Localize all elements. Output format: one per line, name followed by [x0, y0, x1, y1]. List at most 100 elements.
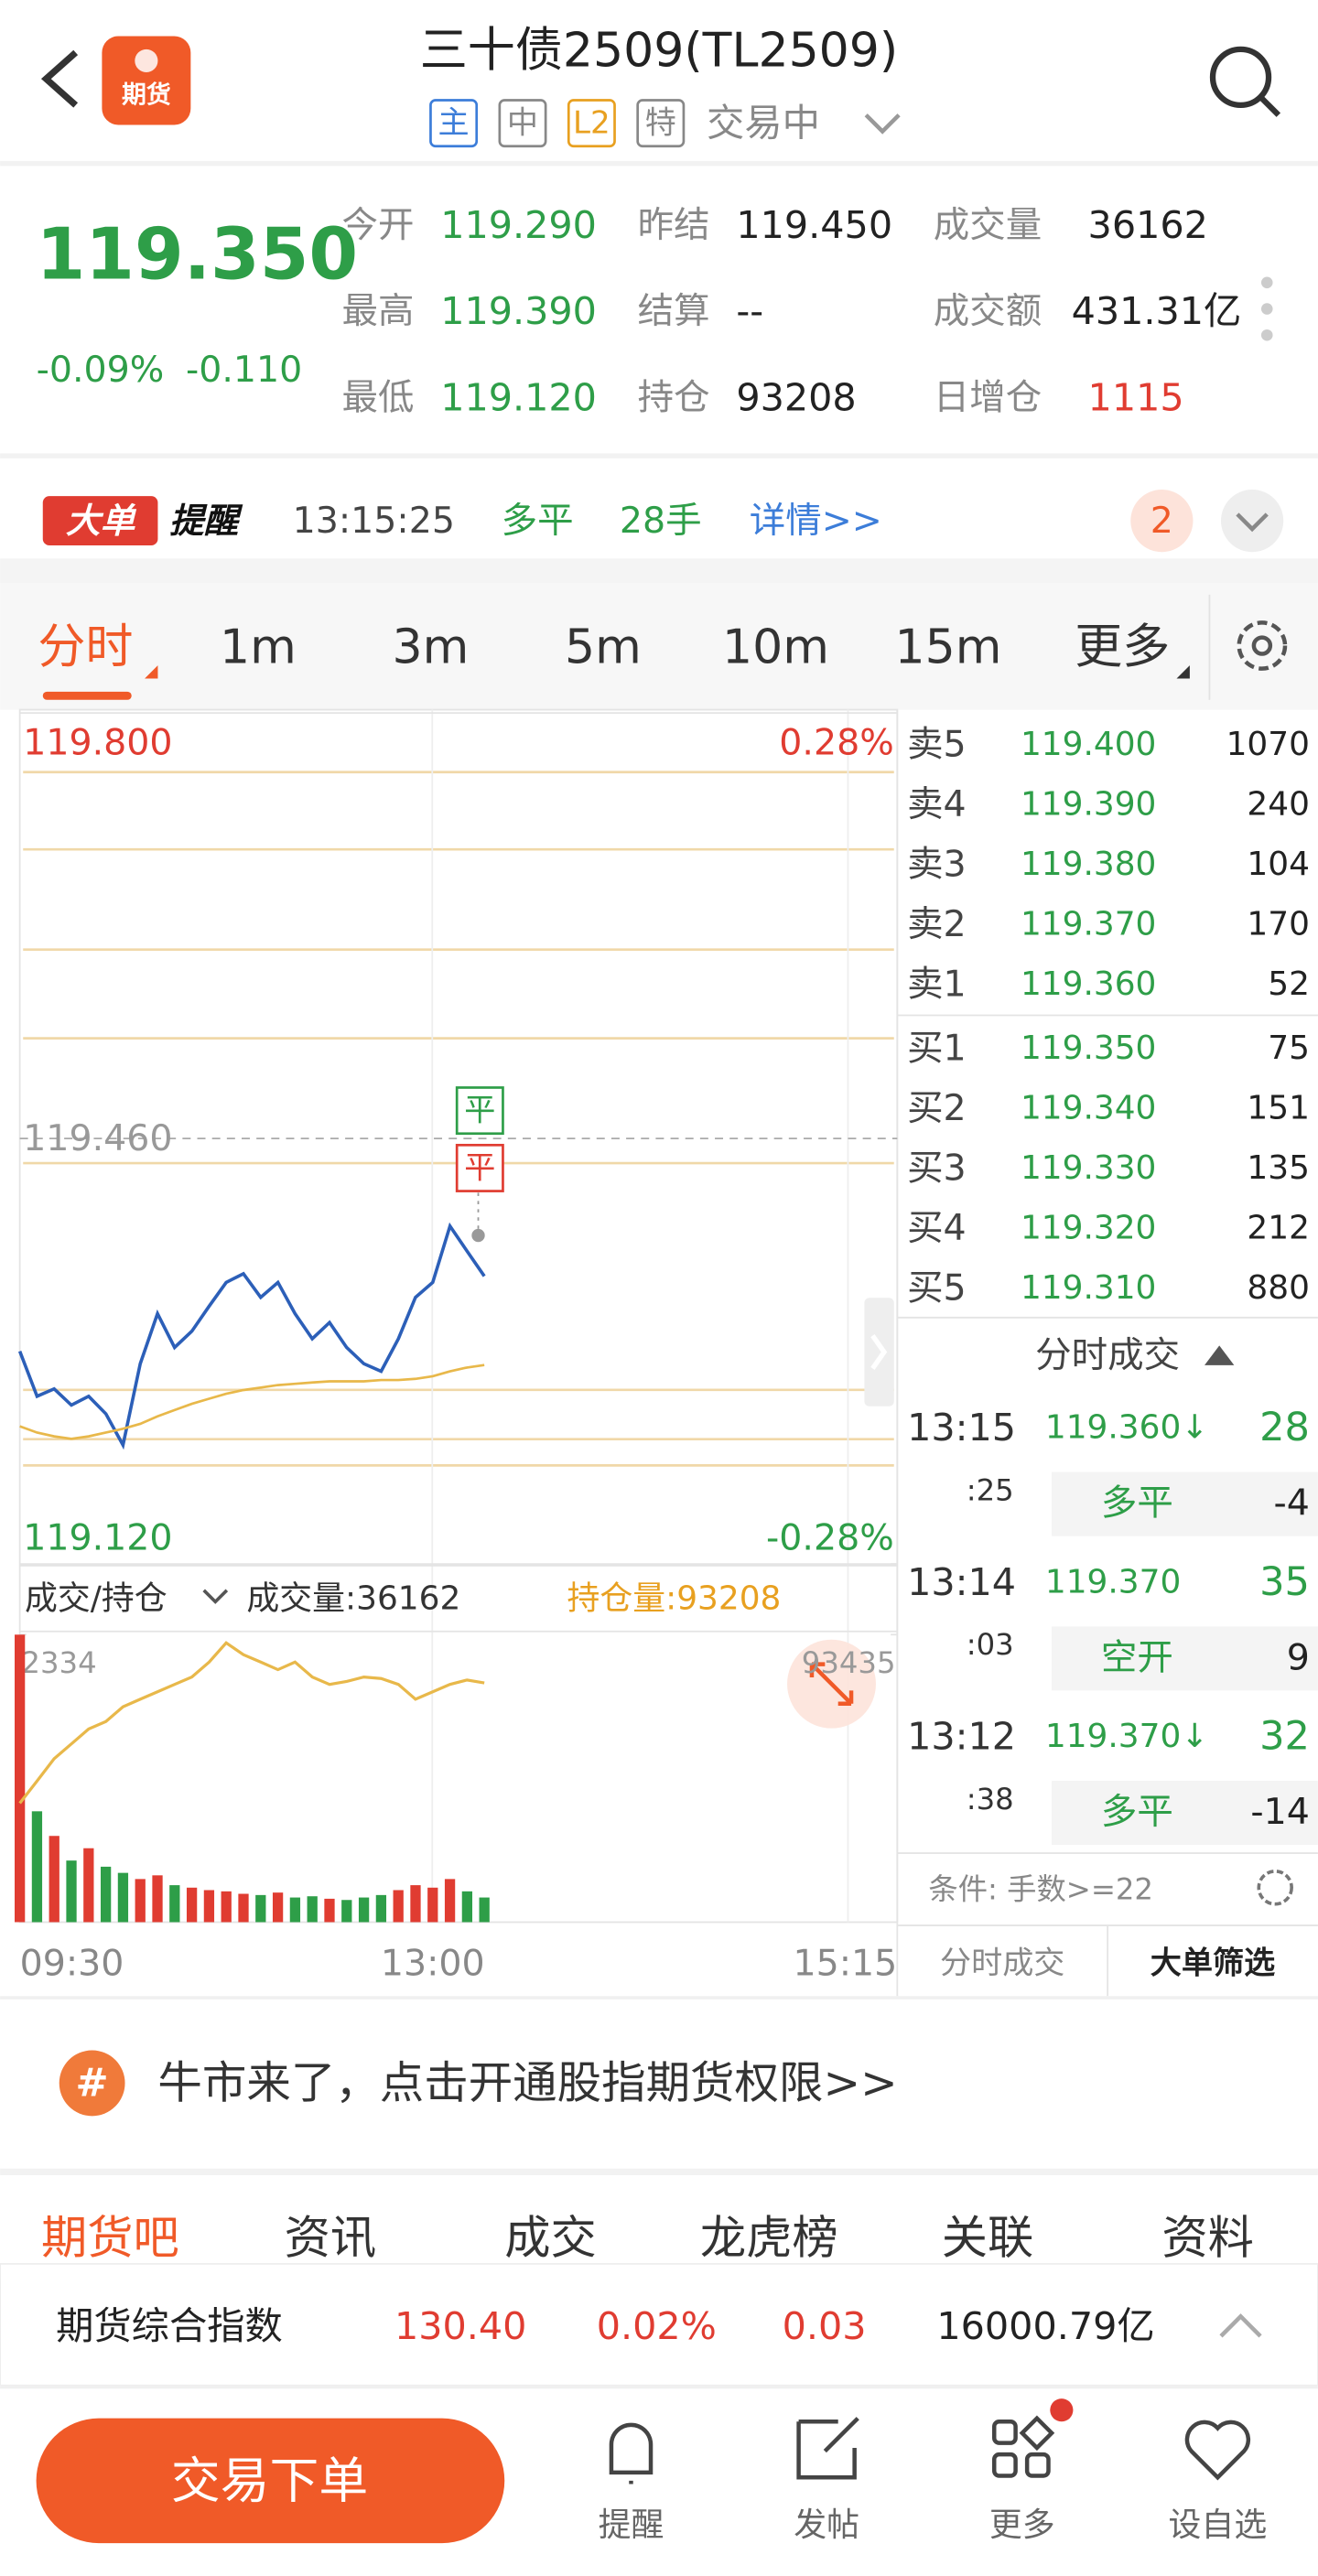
promo-banner[interactable]: 牛市来了，点击开通股指期货权限>>	[157, 2057, 897, 2108]
period-tab[interactable]: 更多	[1075, 620, 1170, 674]
book-qty: 1070	[1226, 726, 1310, 763]
back-button[interactable]	[40, 49, 79, 108]
section-tab[interactable]: 关联	[942, 2211, 1034, 2265]
search-handle	[1258, 94, 1281, 117]
volume-bar	[324, 1898, 335, 1923]
trade-filter: 条件: 手数>=22	[928, 1872, 1153, 1907]
trade-button-label[interactable]: 交易下单	[171, 2452, 368, 2509]
status-chevron[interactable]	[864, 113, 901, 135]
post-icon[interactable]	[796, 2417, 859, 2480]
nav-label[interactable]: 发帖	[794, 2506, 859, 2544]
panel-title[interactable]: 成交/持仓	[25, 1579, 167, 1617]
period-tab[interactable]: 分时	[38, 620, 133, 674]
field-value: 431.31亿	[1072, 289, 1242, 333]
trade-button[interactable]	[36, 2418, 505, 2544]
y-tick-label: 2334	[21, 1645, 96, 1680]
watchlist-icon[interactable]	[1184, 2420, 1251, 2481]
index-bar[interactable]	[0, 2262, 1318, 2387]
volume-bar	[393, 1890, 404, 1923]
field-label: 昨结	[638, 204, 710, 246]
nav-label[interactable]: 设自选	[1169, 2506, 1268, 2544]
trades-tab[interactable]: 大单筛选	[1151, 1945, 1275, 1981]
book-label: 买3	[907, 1147, 967, 1189]
trade-status[interactable]: 交易中	[707, 102, 820, 146]
nav-label[interactable]: 更多	[989, 2506, 1055, 2544]
page-title: 三十债2509(TL2509)	[420, 24, 898, 79]
section-tab[interactable]: 龙虎榜	[700, 2211, 838, 2265]
divider	[0, 1996, 1318, 1999]
annotation: 平	[464, 1093, 495, 1129]
index-amount: 16000.79亿	[936, 2304, 1154, 2348]
more-icon-part	[991, 2419, 1018, 2445]
period-tab[interactable]: 3m	[393, 620, 470, 674]
more-dot	[1260, 329, 1273, 341]
more-icon[interactable]	[991, 2415, 1055, 2478]
trade-type-bg	[1052, 1626, 1318, 1691]
field-label: 日增仓	[934, 376, 1042, 418]
search-icon[interactable]	[1209, 46, 1272, 109]
period-tab[interactable]: 1m	[220, 620, 297, 674]
book-price: 119.360	[1021, 965, 1156, 1003]
trade-price: 119.370	[1045, 1563, 1181, 1601]
trade-lots: 32	[1259, 1714, 1310, 1760]
section-tab[interactable]: 成交	[504, 2211, 597, 2265]
section-tab[interactable]: 期货吧	[41, 2211, 179, 2265]
divider	[0, 453, 1318, 458]
index-expand[interactable]	[1219, 2313, 1262, 2338]
alert-link[interactable]: 详情>>	[750, 500, 882, 542]
volume-bar	[49, 1836, 59, 1923]
period-tab[interactable]: 5m	[565, 620, 642, 674]
book-price: 119.320	[1021, 1209, 1156, 1246]
price-line	[19, 1363, 485, 1440]
trades-title[interactable]: 分时成交	[1035, 1334, 1180, 1376]
trades-tab[interactable]: 分时成交	[940, 1945, 1064, 1981]
volume-bar	[307, 1896, 318, 1923]
volume-bar	[479, 1897, 490, 1923]
trade-lots: 28	[1259, 1405, 1310, 1450]
last-price: 119.350	[37, 213, 359, 296]
alert-expand[interactable]	[1220, 489, 1284, 553]
period-tab[interactable]: 10m	[722, 620, 829, 674]
annotation: 平	[464, 1149, 495, 1186]
book-qty: 52	[1268, 965, 1310, 1003]
volume-bar	[289, 1897, 301, 1923]
handle-arrow	[870, 1334, 888, 1371]
period-tab[interactable]: 15m	[895, 620, 1002, 674]
volume-bar	[203, 1890, 215, 1923]
volume-bar	[341, 1900, 352, 1923]
field-value: 119.290	[440, 203, 597, 247]
alert-count-bg[interactable]	[1130, 489, 1194, 553]
volume-bar	[461, 1891, 473, 1923]
nav-label[interactable]: 提醒	[599, 2506, 664, 2544]
trade-oi-change: -4	[1274, 1482, 1310, 1525]
book-qty: 75	[1268, 1029, 1310, 1067]
divider	[0, 558, 1318, 584]
field-value: 36162	[1088, 203, 1208, 247]
book-qty: 880	[1247, 1269, 1310, 1307]
section-tab[interactable]: 资讯	[285, 2211, 377, 2265]
volume-bar	[83, 1848, 94, 1923]
field-label: 最低	[342, 376, 415, 418]
logo	[102, 36, 191, 125]
panel-handle[interactable]	[864, 1298, 894, 1407]
section-tab[interactable]: 资料	[1161, 2211, 1254, 2265]
filter-settings[interactable]	[1257, 1870, 1293, 1906]
logo-text: 期货	[122, 81, 171, 110]
volume-bar	[169, 1885, 180, 1923]
y2-tick-label: 93435	[802, 1645, 896, 1680]
x-tick-label: 13:00	[381, 1942, 485, 1984]
field-label: 今开	[342, 204, 415, 246]
volume-bar	[238, 1893, 249, 1923]
trade-time: 13:15	[907, 1406, 1016, 1450]
y2-tick-label: -0.28%	[766, 1516, 894, 1558]
expand-chevron	[1236, 512, 1269, 533]
trade-oi-change: 9	[1287, 1636, 1310, 1678]
trade-type-bg	[1052, 1781, 1318, 1846]
settings-icon[interactable]	[1237, 620, 1288, 671]
alert-count: 2	[1151, 500, 1173, 542]
book-label: 买4	[907, 1207, 967, 1249]
bell-icon[interactable]	[609, 2422, 654, 2484]
panel-chevron[interactable]	[202, 1589, 229, 1604]
tab-underline	[42, 691, 132, 700]
